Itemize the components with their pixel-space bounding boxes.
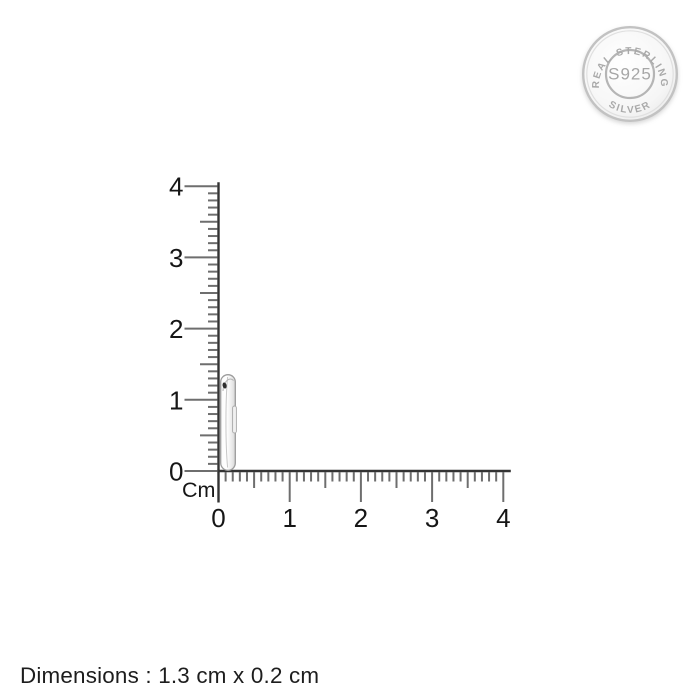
horizontal-ruler-number: 2 bbox=[354, 503, 368, 533]
vertical-ruler-number: 2 bbox=[169, 314, 183, 344]
horizontal-ruler-number: 0 bbox=[211, 503, 225, 533]
earring-item bbox=[220, 374, 237, 471]
vertical-ruler-number: 4 bbox=[169, 172, 183, 202]
horizontal-ruler-number: 4 bbox=[496, 503, 510, 533]
ruler-unit-label: Cm bbox=[182, 478, 215, 502]
horizontal-ruler-number: 3 bbox=[425, 503, 439, 533]
dimensions-caption: Dimensions : 1.3 cm x 0.2 cm bbox=[20, 663, 320, 688]
earring-seam-line bbox=[225, 376, 229, 468]
vertical-ruler-number: 1 bbox=[169, 385, 183, 415]
badge-rim-inner-edge bbox=[586, 30, 674, 118]
vertical-ruler-number: 3 bbox=[169, 243, 183, 273]
badge-outer-ring bbox=[582, 26, 678, 122]
badge-inner-circle bbox=[604, 48, 656, 100]
badge-center-text: S925 bbox=[608, 65, 652, 84]
earring-clasp-post bbox=[232, 405, 237, 434]
badge-bottom-arc-text: SILVER bbox=[607, 99, 654, 116]
earring-hinge-dot bbox=[222, 382, 227, 389]
ruler-layer: 0 1 2 3 4 0 1 2 3 4 Cm bbox=[169, 172, 511, 533]
earring-top-curve bbox=[222, 378, 234, 392]
vertical-ruler-number: 0 bbox=[169, 457, 183, 487]
sterling-badge: REAL STERLING SILVER S925 bbox=[582, 26, 678, 122]
horizontal-ruler-number: 1 bbox=[282, 503, 296, 533]
